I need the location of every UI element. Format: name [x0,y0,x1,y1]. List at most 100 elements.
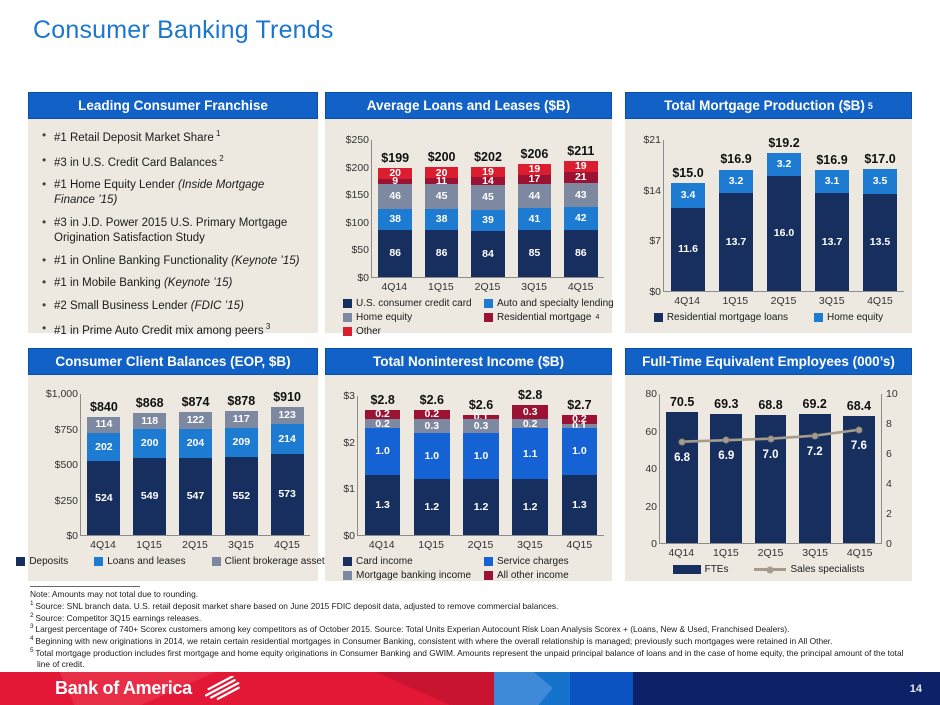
bar-segment: 552 [224,457,258,535]
bar-value-label: 20 [389,167,402,180]
legend-item: All other income [483,570,604,581]
bars: 524 202 114 $840 549 200 118 $868 547 204 122 $874 5… [81,390,310,535]
bar-group: 86 42 43 21 19 $211 [558,140,604,277]
panel-title: Average Loans and Leases ($B) [325,92,612,119]
bar-value-label: 85 [528,247,541,260]
bar-segment: 3.4 [670,183,706,208]
line-marker [678,438,686,446]
bar-segment [843,415,875,543]
bar-segment: 1.0 [364,428,401,475]
y-tick-label: $50 [351,244,369,257]
bar-value-label: 13.5 [869,236,891,249]
y-axis: $0 $250 $500 $750 $1,000 [36,388,80,542]
x-axis-label: 3Q15 [818,295,845,307]
legend-item: Deposits [16,556,68,567]
panel-body: $0 $50 $100 $150 $200 $250 86 38 46 9 20 $199 86 38 4… [325,119,614,337]
bar-value-label: 86 [574,247,587,260]
bar-stack: 13.7 3.2 [718,140,754,291]
chart-main: 0 20 40 60 80 70.5 69.3 68.8 69.2 68.4 6.8 6.9 7.0 7… [633,379,904,550]
bar-total-label: $206 [520,147,549,162]
legend-label: Auto and specialty lending [496,298,614,309]
bar-stack: 86 38 46 9 20 [378,140,412,277]
y-tick-label: $1,000 [45,388,78,400]
y-tick-label: $750 [54,423,78,436]
footer-diagonal-decoration [494,672,553,705]
plot-area: 86 38 46 9 20 $199 86 38 45 11 20 $200 84 39 45 14 19 $20… [371,140,604,278]
panel-title-text: Total Mortgage Production ($B) [664,98,865,113]
bar-value-label: 3.2 [728,174,744,187]
legend-swatch [483,557,493,566]
bar-group: 549 200 118 $868 [127,394,173,535]
footer-navy-segment: 14 [633,672,940,705]
y-tick-label: $3 [343,390,355,402]
bar-group: 573 214 123 $910 [264,390,310,535]
bar-stack: 1.3 1.0 0.2 0.2 [364,396,401,535]
panel-title-text: Average Loans and Leases ($B) [366,98,571,113]
footer-blue-segment [494,672,570,705]
x-axis-label: 4Q14 [90,539,116,551]
x-axis-label: 1Q15 [418,539,444,551]
bar-value-label: 202 [95,440,113,453]
bar-segment: 0.2 [512,419,548,429]
bar-segment: 19 [564,161,598,172]
legend-item: Client brokerage assets [211,556,330,567]
franchise-bullet: #1 in Mobile Banking (Keynote ’15) [42,275,308,291]
bar-value-label: 118 [141,414,159,427]
bar-stack: 13.7 3.1 [814,140,850,291]
x-axis-label: 4Q14 [668,547,695,559]
legend-swatch [343,557,352,566]
bar-segment: 21 [564,171,598,184]
bar-segment: 9 [378,176,412,186]
bar-segment: 11 [424,176,459,186]
chart-main: $0 $1 $2 $3 1.3 1.0 0.2 0.2 $2.8 1.2 1.0 0.3 0.2 $2.… [333,379,604,542]
bar-stack: 1.2 1.1 0.2 0.3 [512,396,548,535]
y-tick-label: $150 [345,189,369,202]
bar-segment: 0.3 [414,419,450,434]
y-tick-label: $14 [643,184,661,197]
panel-body: #1 Retail Deposit Market Share 1 #3 in U.… [28,119,318,337]
chart-main: $0 $250 $500 $750 $1,000 524 202 114 $840 549 200… [36,379,310,542]
right-y-tick-label: 10 [886,388,898,400]
bar-segment: 19 [517,163,552,176]
franchise-bullet: #1 Retail Deposit Market Share 1 [42,128,308,146]
footer-red-segment [0,672,494,705]
bar-total-label: 69.3 [714,396,739,411]
bar-segment: 45 [424,184,459,210]
bar-value-label: 14 [482,174,494,187]
bar-value-label: 19 [528,163,541,176]
legend-label: FTEs [704,564,729,575]
bar-segment: 84 [471,230,505,277]
bar-stack: 11.6 3.4 [670,140,706,291]
x-axis-label: 4Q15 [867,295,893,307]
y-axis-right: 0 2 4 6 8 10 [882,388,904,550]
legend-label: Service charges [496,556,569,567]
legend-item: U.S. consumer credit card [343,298,484,309]
bar-segment: 1.2 [463,479,499,535]
bar-value-label: 0.1 [572,419,587,432]
bar-value-label: 3.5 [872,175,888,188]
legend-item: Home equity [343,312,484,323]
bar-stack: 1.2 1.0 0.3 0.1 [463,396,499,535]
panel-title: Consumer Client Balances (EOP, $B) [28,348,318,375]
y-tick-label: 80 [645,388,657,400]
bar-value-label: 1.0 [424,449,440,462]
bar-value-label: 0.3 [522,405,538,418]
bar-segment: 3.5 [862,168,898,194]
bar-group: 85 41 44 17 19 $206 [511,140,557,277]
bar-segment: 1.3 [561,474,598,535]
bar-segment: 38 [424,209,459,230]
page-title: Consumer Banking Trends [33,16,334,44]
footnote-line: 5 Total mortgage production includes fir… [30,646,904,669]
bar-segment: 204 [179,429,212,458]
franchise-bullet: #3 in J.D. Power 2015 U.S. Primary Mortg… [42,215,308,246]
x-axis-label: 1Q15 [136,539,162,551]
bar-value-label: 17 [528,172,541,185]
legend-swatch [653,313,663,322]
y-tick-label: $0 [343,530,355,542]
footnotes: Note: Amounts may not total due to round… [30,586,918,669]
footnote-line: 3 Largest percentage of 740+ Scorex cust… [30,623,790,635]
bar-value-label: 3.2 [776,158,792,171]
legend-label: Sales specialists [790,564,865,575]
x-axis-label: 2Q15 [757,547,784,559]
bar-total-label: $16.9 [720,152,752,167]
